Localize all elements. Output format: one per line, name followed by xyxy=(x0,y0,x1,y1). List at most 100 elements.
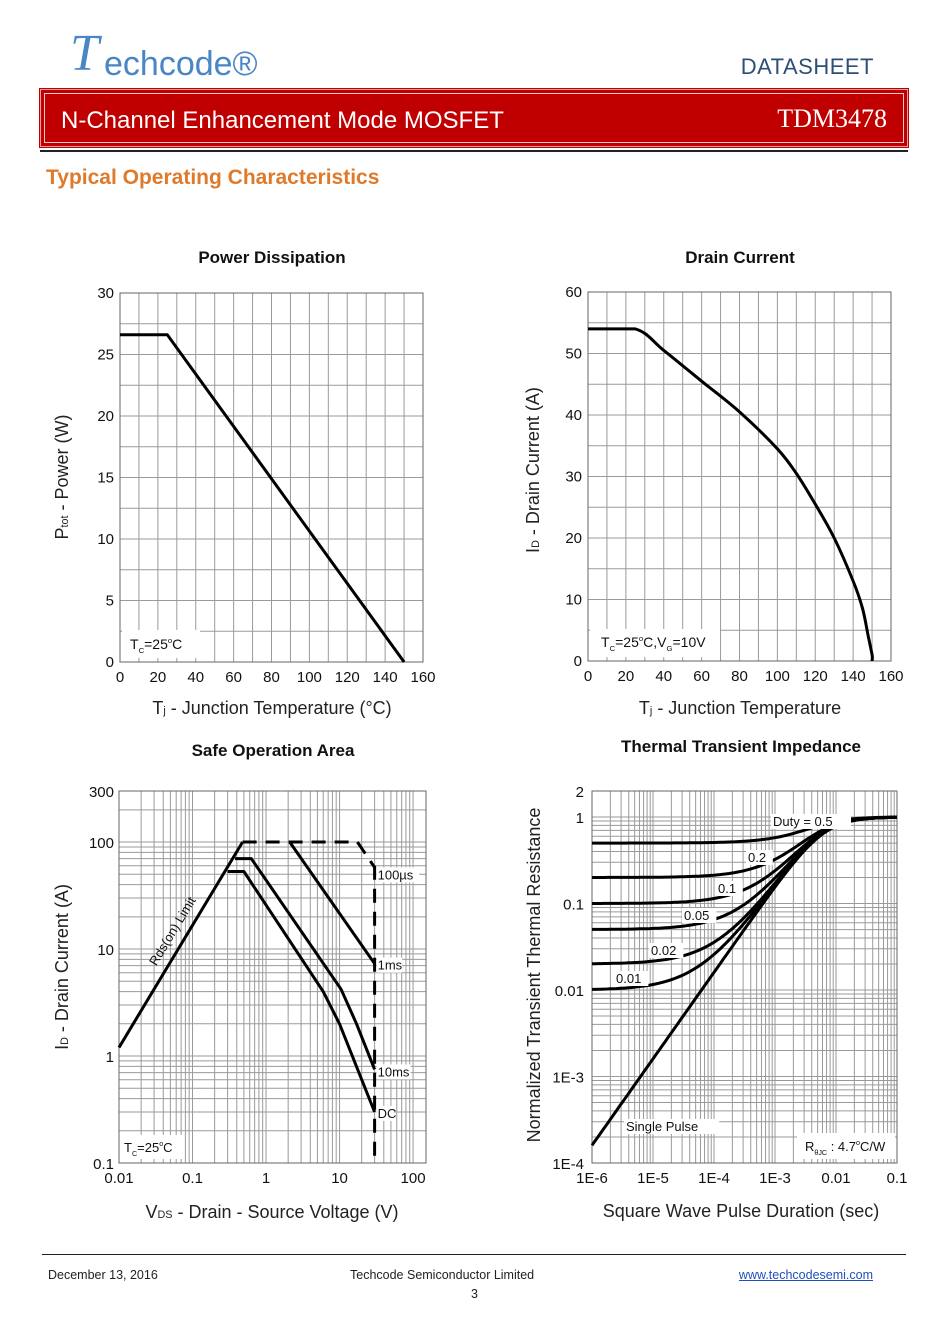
thermal-y-axis-label: Normalized Transient Thermal Resistance xyxy=(524,808,544,1143)
soa-curve-label: 100µs xyxy=(378,867,414,882)
power-y-tick-label: 20 xyxy=(97,408,114,425)
annotation-text: C xyxy=(163,1140,172,1155)
drain-y-tick-label: 40 xyxy=(565,407,582,424)
thermal-x-tick-label: 1E-4 xyxy=(698,1170,730,1187)
thermal-curve-label-bg xyxy=(682,908,717,923)
annotation-text: : 4.7 xyxy=(827,1139,856,1154)
annotation-superscript: o xyxy=(639,634,643,643)
thermal-x-tick-label: 1E-6 xyxy=(576,1170,608,1187)
soa-x-tick-label: 10 xyxy=(331,1170,348,1187)
thermal-x-axis-label: Square Wave Pulse Duration (sec) xyxy=(603,1201,879,1221)
logo-text: echcode® xyxy=(104,45,258,83)
soa-x-tick-label: 0.01 xyxy=(104,1170,133,1187)
annotation-text: R xyxy=(805,1139,814,1154)
annotation-text: =25 xyxy=(137,1140,159,1155)
title-banner: N-Channel Enhancement Mode MOSFET TDM347… xyxy=(39,88,909,148)
soa-curve-label-bg xyxy=(376,957,403,973)
drain-x-tick-label: 120 xyxy=(803,668,828,685)
soa-curve-label-bg xyxy=(376,1064,411,1080)
power-y-tick-label: 0 xyxy=(106,654,114,671)
power-y-tick-label: 30 xyxy=(97,285,114,302)
label-subscript: tot xyxy=(59,515,71,527)
power-y-tick-label: 15 xyxy=(97,470,114,487)
annotation-superscript: o xyxy=(159,1140,163,1148)
drain-plot-frame xyxy=(587,291,892,662)
power-chart-title: Power Dissipation xyxy=(198,248,345,267)
thermal-plot-frame xyxy=(591,790,898,1164)
thermal-curve-label-bg xyxy=(746,850,773,865)
power-annotation: TC=25oC xyxy=(130,636,182,655)
drain-x-tick-label: 80 xyxy=(731,668,748,685)
drain-x-tick-label: 40 xyxy=(655,668,672,685)
power-x-tick-label: 60 xyxy=(225,669,242,686)
footer-date: December 13, 2016 xyxy=(48,1268,158,1282)
annotation-subscript: θJC xyxy=(814,1149,827,1157)
drain-x-axis-label: Tj - Junction Temperature xyxy=(639,698,841,718)
thermal-curve-label: 0.2 xyxy=(748,850,766,865)
drain-y-tick-label: 10 xyxy=(565,592,582,609)
soa-x-tick-label: 1 xyxy=(262,1170,270,1187)
annotation-subscript: G xyxy=(667,644,673,653)
label-main: P xyxy=(52,528,72,540)
label-subscript: j xyxy=(162,705,165,717)
thermal-y-tick-label: 2 xyxy=(576,784,584,801)
soa-curve-label: 10ms xyxy=(378,1064,410,1079)
annotation-subscript: C xyxy=(610,644,616,653)
soa-x-axis-label: VDS - Drain - Source Voltage (V) xyxy=(145,1202,398,1222)
doc-type-label: DATASHEET xyxy=(740,54,874,79)
thermal-curve-label-bg xyxy=(624,1119,720,1134)
drain-curve xyxy=(588,327,874,662)
power-x-tick-label: 0 xyxy=(116,669,124,686)
annotation-text: T xyxy=(130,636,139,652)
label-subscript: DS xyxy=(157,1209,172,1221)
drain-chart-title: Drain Current xyxy=(685,248,795,267)
label-rest: - Power (W) xyxy=(52,414,72,515)
drain-y-tick-label: 20 xyxy=(565,530,582,547)
soa-curve-1ms xyxy=(288,841,376,965)
footer-website-link[interactable]: www.techcodesemi.com xyxy=(738,1268,873,1282)
drain-x-tick-label: 60 xyxy=(693,668,710,685)
thermal-curve-label: 0.01 xyxy=(616,971,641,986)
thermal-y-tick-label: 0.01 xyxy=(555,983,584,1000)
annotation-text: C/W xyxy=(860,1139,886,1154)
thermal-annotation: RθJC : 4.7oC/W xyxy=(805,1139,886,1157)
thermal-y-tick-label: 1E-4 xyxy=(552,1156,584,1173)
drain-y-tick-label: 50 xyxy=(565,346,582,363)
footer-company: Techcode Semiconductor Limited xyxy=(350,1268,535,1282)
soa-y-tick-label: 1 xyxy=(106,1049,114,1066)
power-y-axis-label: Ptot - Power (W) xyxy=(52,414,72,539)
drain-x-tick-label: 20 xyxy=(618,668,635,685)
annotation-text: C xyxy=(172,636,182,652)
annotation-text: =25 xyxy=(615,634,639,650)
soa-curve-10ms xyxy=(235,857,376,1070)
thermal-curve-label: Duty = 0.5 xyxy=(773,814,833,829)
thermal-curve-label: Single Pulse xyxy=(626,1119,698,1134)
power-y-tick-label: 10 xyxy=(97,531,114,548)
power-x-axis-label: Tj - Junction Temperature (°C) xyxy=(152,698,391,718)
annotation-subscript: C xyxy=(139,646,145,655)
label-subscript: j xyxy=(649,705,652,717)
thermal-curve-duty-0-05 xyxy=(592,815,898,931)
thermal-annotation-bg xyxy=(797,1133,895,1159)
thermal-x-tick-label: 1E-5 xyxy=(637,1170,669,1187)
power-dissipation-chart: 0 20 40 60 80 100 120 140 160051015202530TC=25oC… xyxy=(52,285,436,718)
thermal-x-tick-label: 0.01 xyxy=(821,1170,850,1187)
thermal-curve-label: 0.05 xyxy=(684,908,709,923)
thermal-x-tick-label: 1E-3 xyxy=(759,1170,791,1187)
soa-x-tick-label: 100 xyxy=(401,1170,426,1187)
thermal-x-tick-label: 0.1 xyxy=(887,1170,908,1187)
thermal-y-tick-label: 1 xyxy=(576,810,584,827)
thermal-y-tick-label: 1E-3 xyxy=(552,1070,584,1087)
soa-y-tick-label: 100 xyxy=(89,835,114,852)
power-x-tick-label: 100 xyxy=(297,669,322,686)
annotation-superscript: o xyxy=(168,636,172,645)
thermal-curve-duty-0-2 xyxy=(592,815,897,879)
thermal-curve-label-bg xyxy=(716,881,743,896)
soa-curve-label: 1ms xyxy=(378,958,403,973)
thermal-curve-label-bg xyxy=(649,943,684,958)
drain-y-tick-label: 0 xyxy=(574,653,582,670)
drain-y-axis-label: ID - Drain Current (A) xyxy=(523,387,543,553)
power-y-tick-label: 25 xyxy=(97,347,114,364)
banner-inner-border xyxy=(44,93,904,143)
